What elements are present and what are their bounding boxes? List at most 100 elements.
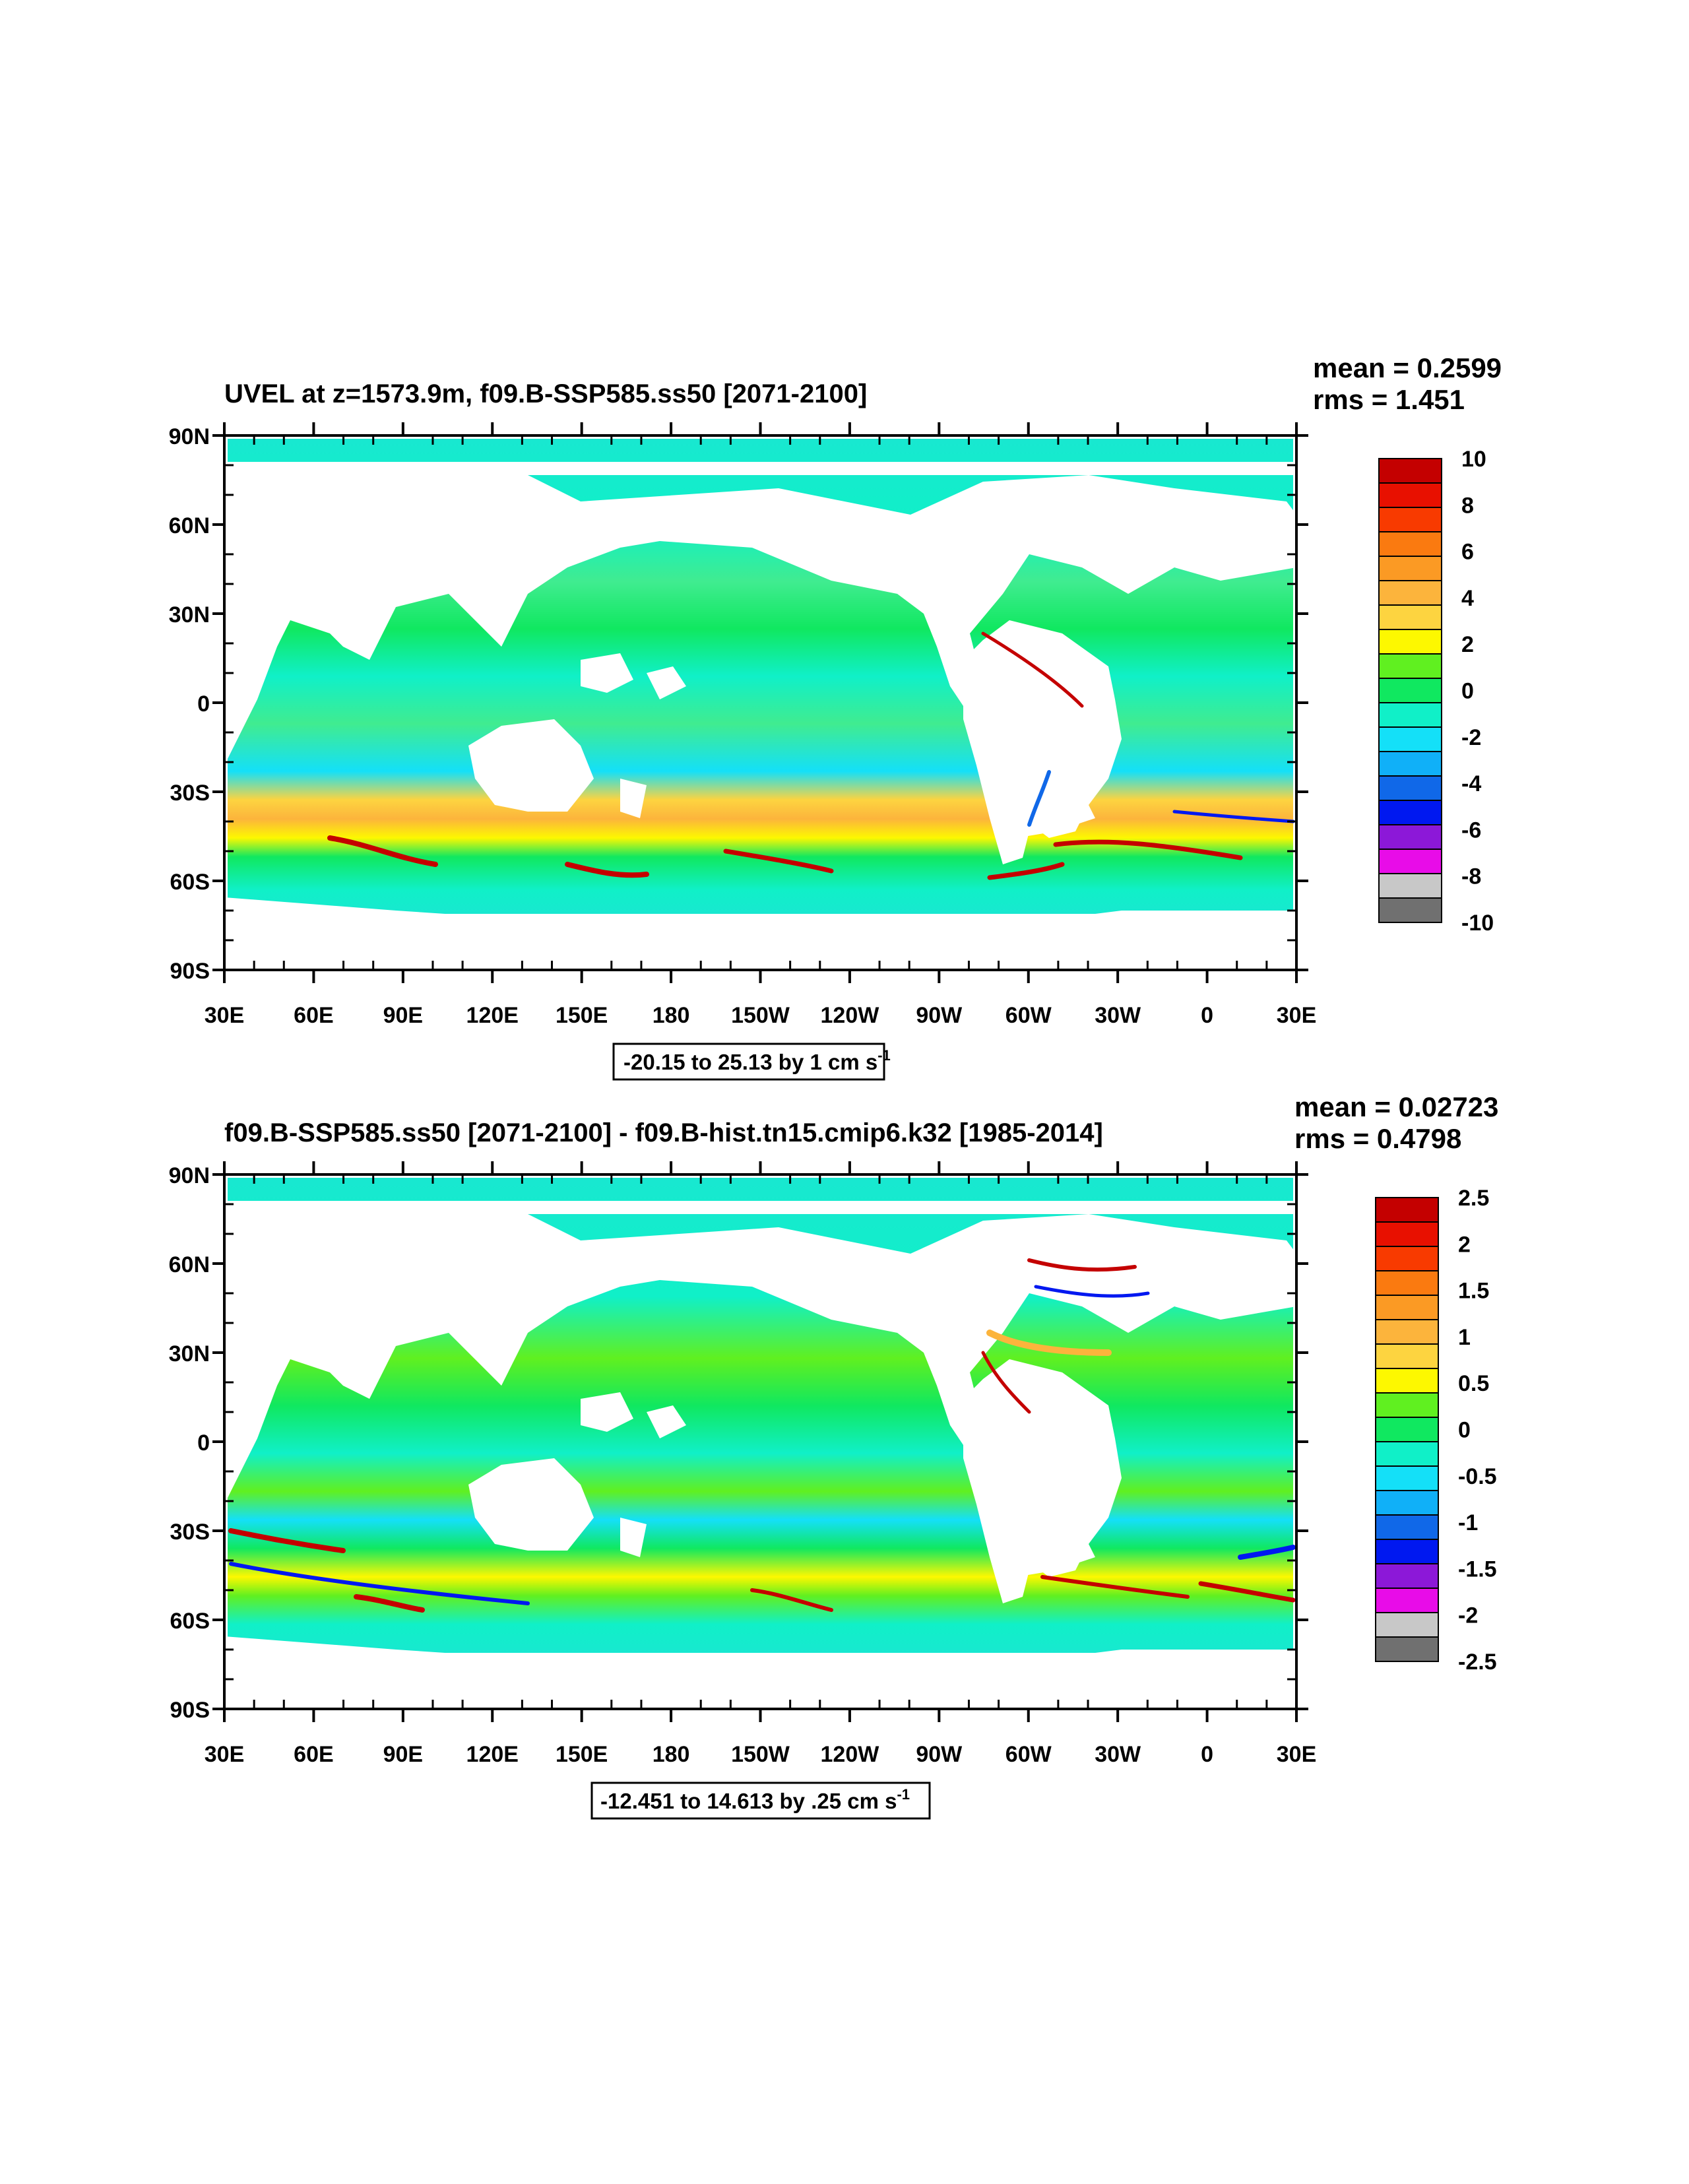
colorbar-box bbox=[1375, 1465, 1439, 1491]
panel-1-lat-labels: 90N 60N 30N 0 30S 60S 90S bbox=[169, 424, 210, 984]
lon-label: 0 bbox=[1201, 1742, 1213, 1767]
colorbar-box bbox=[1378, 849, 1442, 874]
lon-label: 150W bbox=[731, 1742, 790, 1767]
colorbar-label: 1.5 bbox=[1458, 1279, 1489, 1304]
lon-label: 120W bbox=[821, 1003, 880, 1028]
colorbar-label: -2 bbox=[1458, 1603, 1478, 1628]
colorbar-label: -2.5 bbox=[1458, 1650, 1497, 1675]
lat-label: 90N bbox=[169, 1163, 210, 1188]
lon-label: 90W bbox=[916, 1003, 963, 1028]
colorbar-box bbox=[1375, 1392, 1439, 1418]
lon-label: 180 bbox=[653, 1742, 690, 1767]
lat-label: 60S bbox=[170, 1609, 210, 1634]
colorbar-box bbox=[1378, 580, 1442, 606]
panel-1-lon-labels: 30E 60E 90E 120E 150E 180 150W 120W 90W 60W 30W 0 30… bbox=[205, 1003, 1317, 1028]
lat-label: 90S bbox=[170, 1698, 210, 1723]
colorbar-box bbox=[1375, 1295, 1439, 1320]
colorbar-label: -4 bbox=[1461, 771, 1481, 796]
colorbar-label: -8 bbox=[1461, 864, 1481, 889]
panel-1-acc-streaks bbox=[327, 631, 1295, 880]
lon-label: 60W bbox=[1005, 1742, 1052, 1767]
colorbar-box bbox=[1378, 507, 1442, 532]
lon-label: 90W bbox=[916, 1742, 963, 1767]
colorbar-label: 6 bbox=[1461, 540, 1474, 565]
colorbar-label: -10 bbox=[1461, 911, 1494, 936]
lon-label: 30W bbox=[1095, 1003, 1141, 1028]
lon-label: 90E bbox=[383, 1742, 424, 1767]
colorbar-box bbox=[1378, 604, 1442, 630]
lat-label: 30S bbox=[170, 781, 210, 806]
colorbar-box bbox=[1375, 1417, 1439, 1442]
colorbar-box bbox=[1375, 1270, 1439, 1296]
panel-2-land bbox=[224, 1201, 1296, 1669]
lat-label: 60N bbox=[169, 1252, 210, 1277]
panel-1-range-text: -20.15 to 25.13 by 1 cm s-1 bbox=[623, 1047, 891, 1074]
colorbar-box bbox=[1378, 800, 1442, 825]
panel-2-map: 90N 60N 30N 0 30S 60S 90S 30E 60E 90E 120E 150E 180… bbox=[169, 1161, 1317, 1767]
colorbar-box bbox=[1375, 1514, 1439, 1540]
panel-2-lon-labels: 30E 60E 90E 120E 150E 180 150W 120W 90W 60W 30W 0 30… bbox=[205, 1742, 1317, 1767]
panel-2: f09.B-SSP585.ss50 [2071-2100] - f09.B-hi… bbox=[169, 1091, 1498, 1820]
panel-2-anomaly-streaks bbox=[228, 1258, 1296, 1613]
panel-1-land bbox=[224, 462, 1296, 930]
lon-label: 180 bbox=[653, 1003, 690, 1028]
colorbar-label: 4 bbox=[1461, 586, 1474, 611]
panel-2-lat-labels: 90N 60N 30N 0 30S 60S 90S bbox=[169, 1163, 210, 1723]
colorbar-box bbox=[1375, 1319, 1439, 1345]
lon-label: 60E bbox=[294, 1742, 334, 1767]
panel-1-map: 90N 60N 30N 0 30S 60S 90S 30E 60E 90E 120E 150E 180… bbox=[169, 422, 1317, 1028]
panel-2-rms: rms = 0.4798 bbox=[1294, 1123, 1461, 1154]
lon-label: 150E bbox=[556, 1742, 608, 1767]
lon-label: 60W bbox=[1005, 1003, 1052, 1028]
lon-label: 150W bbox=[731, 1003, 790, 1028]
colorbar-label: 0 bbox=[1458, 1418, 1471, 1443]
colorbar-box bbox=[1375, 1246, 1439, 1271]
panel-1-colorbar: 10 8 6 4 2 0 -2 -4 -6 -8 -10 bbox=[1378, 447, 1494, 936]
panel-1-title: UVEL at z=1573.9m, f09.B-SSP585.ss50 [20… bbox=[224, 379, 867, 408]
lat-label: 90N bbox=[169, 424, 210, 449]
colorbar-label: 2 bbox=[1461, 632, 1474, 657]
colorbar-box bbox=[1375, 1636, 1439, 1662]
colorbar-box bbox=[1378, 458, 1442, 484]
lat-label: 60S bbox=[170, 870, 210, 895]
colorbar-label: -2 bbox=[1461, 725, 1481, 750]
colorbar-label: 0.5 bbox=[1458, 1371, 1489, 1396]
colorbar-box bbox=[1378, 726, 1442, 752]
colorbar-box bbox=[1375, 1588, 1439, 1613]
colorbar-box bbox=[1378, 751, 1442, 777]
lon-label: 30E bbox=[205, 1003, 245, 1028]
panel-1-mean: mean = 0.2599 bbox=[1313, 352, 1502, 383]
colorbar-box bbox=[1378, 482, 1442, 508]
colorbar-label: -1 bbox=[1458, 1510, 1478, 1535]
colorbar-box bbox=[1378, 702, 1442, 728]
colorbar-box bbox=[1375, 1563, 1439, 1589]
lon-label: 120W bbox=[821, 1742, 880, 1767]
colorbar-box bbox=[1375, 1441, 1439, 1467]
colorbar-box bbox=[1378, 678, 1442, 703]
lat-label: 0 bbox=[197, 691, 210, 717]
lat-label: 30N bbox=[169, 1341, 210, 1366]
panel-1-ticks bbox=[212, 422, 1308, 983]
panel-1-range-box: -20.15 to 25.13 by 1 cm s-1 bbox=[612, 1043, 891, 1081]
colorbar-label: 10 bbox=[1461, 447, 1486, 472]
lon-label: 0 bbox=[1201, 1003, 1213, 1028]
lon-label: 150E bbox=[556, 1003, 608, 1028]
lon-label: 30E bbox=[1277, 1742, 1317, 1767]
lon-label: 120E bbox=[466, 1742, 519, 1767]
lon-label: 30E bbox=[1277, 1003, 1317, 1028]
panel-1: UVEL at z=1573.9m, f09.B-SSP585.ss50 [20… bbox=[169, 352, 1502, 1081]
colorbar-box bbox=[1375, 1221, 1439, 1247]
colorbar-box bbox=[1378, 653, 1442, 679]
colorbar-box bbox=[1378, 873, 1442, 899]
colorbar-label: 0 bbox=[1461, 679, 1474, 704]
colorbar-box bbox=[1375, 1539, 1439, 1564]
panel-2-mean: mean = 0.02723 bbox=[1294, 1091, 1498, 1122]
colorbar-label: -1.5 bbox=[1458, 1557, 1497, 1582]
lon-label: 90E bbox=[383, 1003, 424, 1028]
colorbar-label: 2.5 bbox=[1458, 1186, 1489, 1211]
colorbar-label: 2 bbox=[1458, 1232, 1471, 1257]
colorbar-box bbox=[1378, 775, 1442, 801]
colorbar-label: -6 bbox=[1461, 818, 1481, 843]
colorbar-box bbox=[1378, 556, 1442, 581]
